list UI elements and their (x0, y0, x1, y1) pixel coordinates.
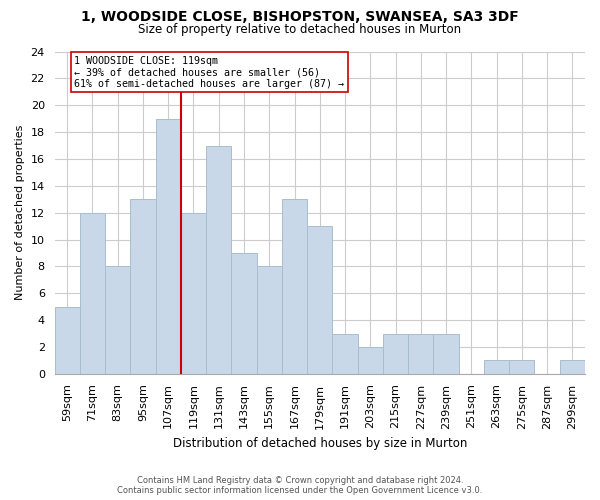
Bar (433, 334, 458, 374)
Bar (560, 360, 585, 374)
Text: Contains HM Land Registry data © Crown copyright and database right 2024.
Contai: Contains HM Land Registry data © Crown c… (118, 476, 482, 495)
Bar (484, 360, 509, 374)
Bar (130, 199, 155, 374)
Bar (383, 334, 408, 374)
Bar (232, 253, 257, 374)
X-axis label: Distribution of detached houses by size in Murton: Distribution of detached houses by size … (173, 437, 467, 450)
Text: Size of property relative to detached houses in Murton: Size of property relative to detached ho… (139, 22, 461, 36)
Bar (408, 334, 433, 374)
Bar (332, 334, 358, 374)
Bar (181, 212, 206, 374)
Text: 1, WOODSIDE CLOSE, BISHOPSTON, SWANSEA, SA3 3DF: 1, WOODSIDE CLOSE, BISHOPSTON, SWANSEA, … (81, 10, 519, 24)
Bar (155, 118, 181, 374)
Text: 1 WOODSIDE CLOSE: 119sqm
← 39% of detached houses are smaller (56)
61% of semi-d: 1 WOODSIDE CLOSE: 119sqm ← 39% of detach… (74, 56, 344, 88)
Bar (358, 347, 383, 374)
Bar (55, 306, 80, 374)
Bar (105, 266, 130, 374)
Bar (509, 360, 535, 374)
Y-axis label: Number of detached properties: Number of detached properties (15, 125, 25, 300)
Bar (80, 212, 105, 374)
Bar (282, 199, 307, 374)
Bar (206, 146, 232, 374)
Bar (307, 226, 332, 374)
Bar (257, 266, 282, 374)
